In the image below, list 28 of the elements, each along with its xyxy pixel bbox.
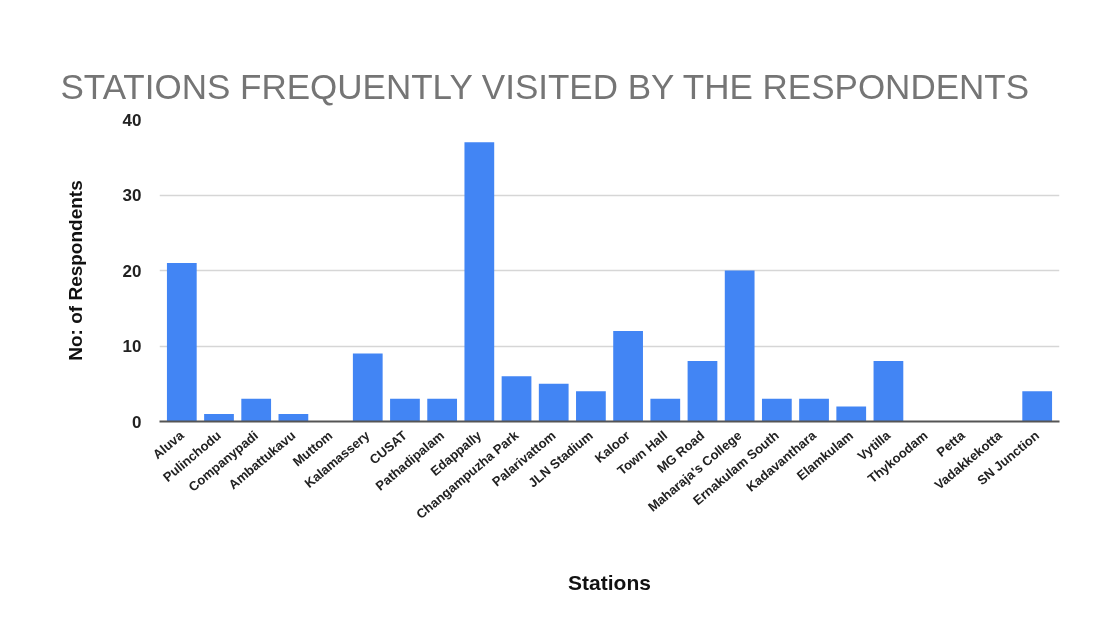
bar: [873, 361, 904, 422]
y-axis-title: No: of Respondents: [64, 180, 86, 361]
bar: [204, 413, 234, 422]
bar: [799, 398, 829, 422]
bar: [724, 270, 755, 422]
bar: [427, 398, 458, 422]
y-tick-label: 30: [122, 186, 142, 205]
bar: [836, 406, 867, 422]
bar: [241, 398, 272, 422]
y-tick-label: 40: [122, 110, 142, 130]
bar: [278, 413, 309, 422]
x-axis-title: Stations: [568, 570, 651, 594]
bar: [650, 398, 681, 422]
bar: [761, 398, 792, 422]
y-tick-label: 0: [132, 412, 142, 432]
bar: [538, 383, 569, 422]
chart-title: STATIONS FREQUENTLY VISITED BY THE RESPONDENTS: [60, 66, 1030, 106]
bar: [501, 376, 532, 422]
bar: [390, 398, 420, 422]
bar: [166, 262, 197, 422]
bar: [352, 353, 383, 422]
bar: [613, 330, 643, 422]
y-tick-label: 20: [122, 261, 142, 281]
y-tick-label: 10: [122, 337, 142, 356]
bar: [687, 361, 718, 422]
bar: [1022, 391, 1053, 422]
bar: [464, 142, 495, 422]
bar: [576, 391, 606, 422]
